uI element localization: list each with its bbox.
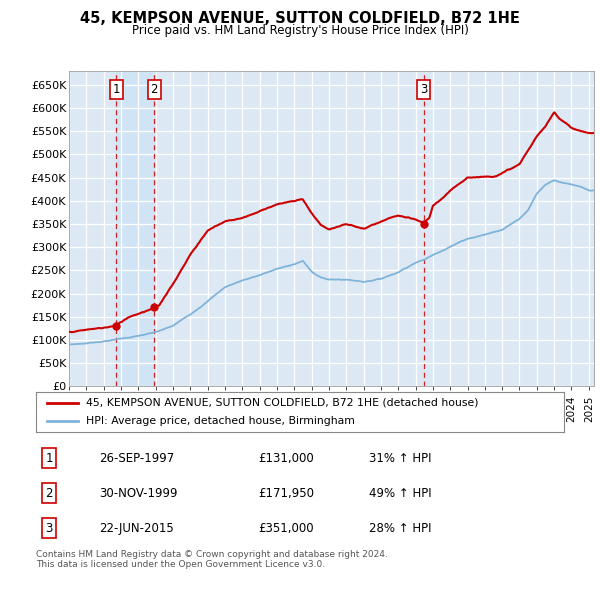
Text: 45, KEMPSON AVENUE, SUTTON COLDFIELD, B72 1HE: 45, KEMPSON AVENUE, SUTTON COLDFIELD, B7… (80, 11, 520, 25)
Text: 1: 1 (113, 83, 120, 96)
Text: £171,950: £171,950 (258, 487, 314, 500)
Text: 30-NOV-1999: 30-NOV-1999 (100, 487, 178, 500)
Text: 3: 3 (46, 522, 53, 535)
Text: £131,000: £131,000 (258, 452, 314, 465)
Text: HPI: Average price, detached house, Birmingham: HPI: Average price, detached house, Birm… (86, 416, 355, 426)
Bar (116, 71, 154, 386)
Text: Price paid vs. HM Land Registry's House Price Index (HPI): Price paid vs. HM Land Registry's House … (131, 24, 469, 37)
Text: 26-SEP-1997: 26-SEP-1997 (100, 452, 175, 465)
Text: 22-JUN-2015: 22-JUN-2015 (100, 522, 174, 535)
Text: 2: 2 (46, 487, 53, 500)
Text: 3: 3 (420, 83, 428, 96)
Text: 31% ↑ HPI: 31% ↑ HPI (368, 452, 431, 465)
Text: 2: 2 (151, 83, 158, 96)
Text: 45, KEMPSON AVENUE, SUTTON COLDFIELD, B72 1HE (detached house): 45, KEMPSON AVENUE, SUTTON COLDFIELD, B7… (86, 398, 479, 408)
Text: 1: 1 (46, 452, 53, 465)
Text: £351,000: £351,000 (258, 522, 313, 535)
Text: Contains HM Land Registry data © Crown copyright and database right 2024.
This d: Contains HM Land Registry data © Crown c… (36, 550, 388, 569)
Text: 28% ↑ HPI: 28% ↑ HPI (368, 522, 431, 535)
Text: 49% ↑ HPI: 49% ↑ HPI (368, 487, 431, 500)
